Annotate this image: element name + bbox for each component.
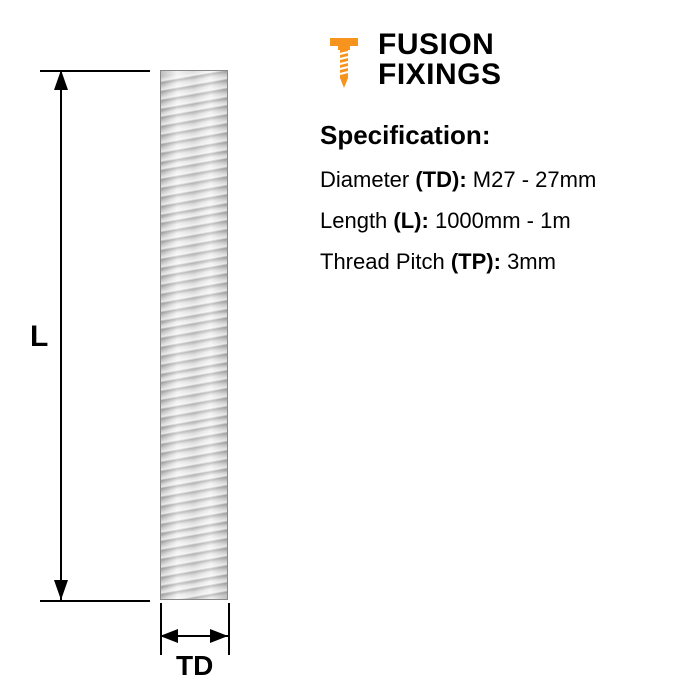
label-diameter: TD: [176, 650, 213, 682]
arrow-icon: [54, 580, 68, 600]
arrow-icon: [160, 629, 178, 643]
label-length: L: [30, 320, 48, 354]
spec-value: M27 - 27mm: [473, 167, 596, 192]
spec-name: Diameter: [320, 167, 415, 192]
arrow-icon: [210, 629, 228, 643]
spec-symbol: (TD):: [415, 167, 466, 192]
spec-value: 3mm: [507, 249, 556, 274]
dim-line-length: [60, 70, 62, 600]
threaded-rod: [160, 70, 228, 600]
spec-symbol: (TP):: [451, 249, 501, 274]
spec-heading: Specification:: [320, 120, 680, 151]
screw-icon: [320, 30, 368, 90]
brand-logo: FUSION FIXINGS: [320, 30, 680, 90]
spec-row: Length (L): 1000mm - 1m: [320, 206, 680, 237]
dim-extension-line: [40, 600, 150, 602]
brand-line1: FUSION: [378, 30, 502, 60]
arrow-icon: [54, 70, 68, 90]
spec-name: Length: [320, 208, 393, 233]
spec-value: 1000mm - 1m: [435, 208, 571, 233]
spec-row: Diameter (TD): M27 - 27mm: [320, 165, 680, 196]
spec-row: Thread Pitch (TP): 3mm: [320, 247, 680, 278]
brand-name: FUSION FIXINGS: [378, 30, 502, 90]
technical-diagram: L TD: [30, 40, 300, 660]
dim-extension-line: [228, 603, 230, 655]
spec-name: Thread Pitch: [320, 249, 451, 274]
info-panel: FUSION FIXINGS Specification: Diameter (…: [320, 30, 680, 287]
spec-symbol: (L):: [393, 208, 428, 233]
spec-list: Diameter (TD): M27 - 27mm Length (L): 100…: [320, 165, 680, 277]
brand-line2: FIXINGS: [378, 60, 502, 90]
